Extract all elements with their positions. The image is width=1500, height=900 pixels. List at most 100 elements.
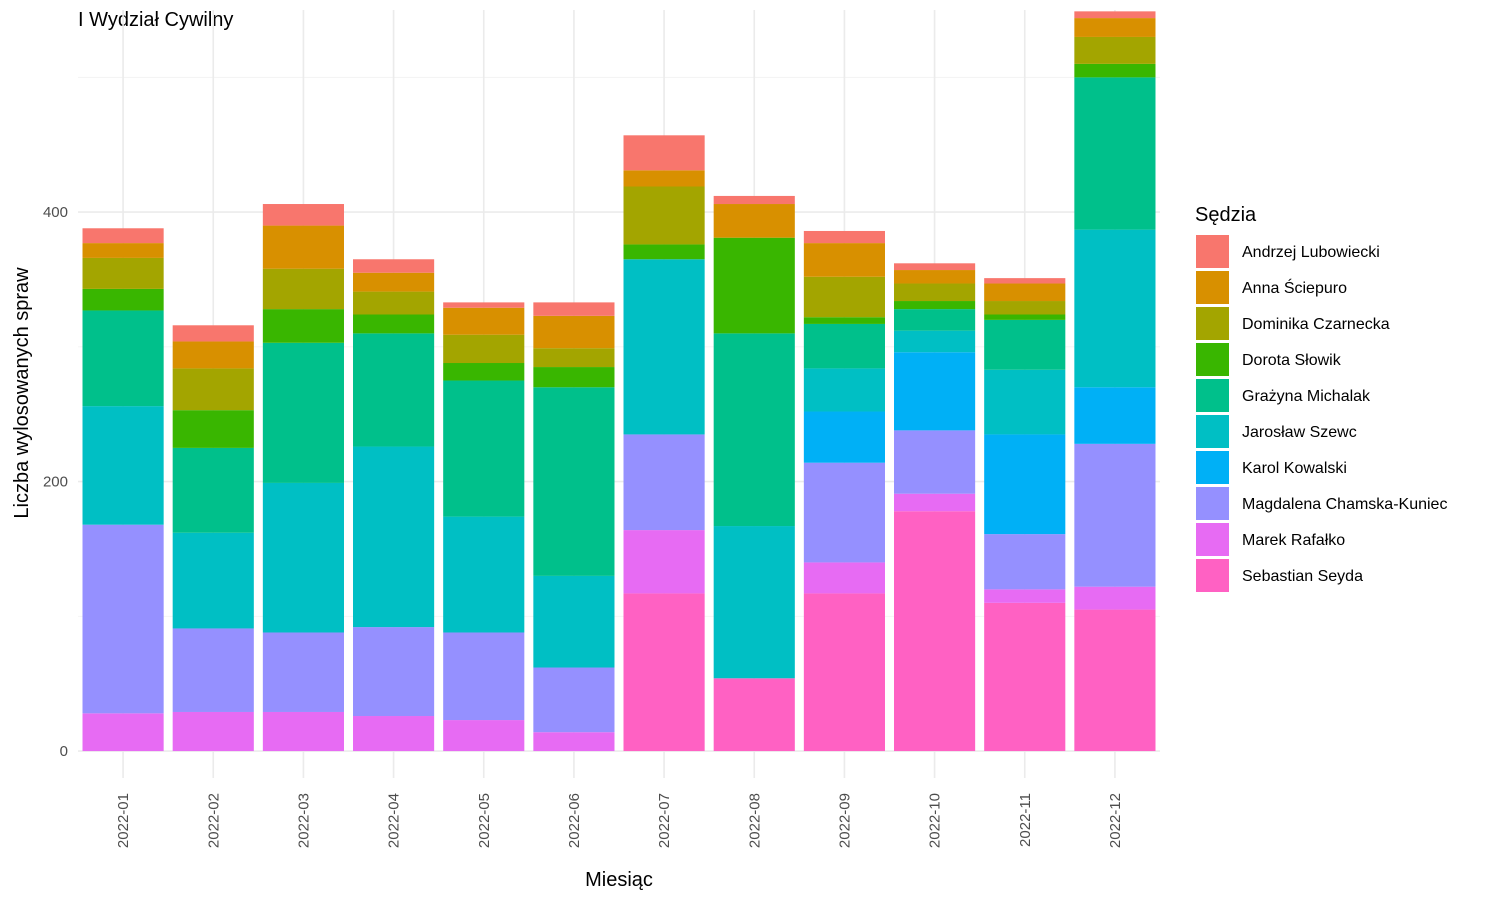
bar-segment [443, 363, 525, 381]
legend-swatch [1196, 415, 1229, 448]
legend-item: Andrzej Lubowiecki [1196, 235, 1380, 268]
bar-segment [803, 276, 885, 318]
bar-segment [984, 319, 1066, 370]
legend-label: Andrzej Lubowiecki [1242, 244, 1380, 261]
bar-segment [353, 272, 435, 292]
bar-segment [803, 368, 885, 412]
bar-segment [894, 511, 976, 752]
legend-item: Grażyna Michalak [1196, 379, 1371, 412]
legend-swatch [1196, 451, 1229, 484]
bar-segment [984, 602, 1066, 752]
bar-segment [262, 632, 344, 712]
legend-label: Sebastian Seyda [1242, 568, 1363, 585]
bar-segment [172, 447, 254, 533]
bar-segment [803, 593, 885, 752]
bar-segment [533, 348, 615, 368]
x-axis-title: Miesiąc [585, 869, 653, 891]
legend-item: Magdalena Chamska-Kuniec [1196, 487, 1447, 520]
bar-segment [262, 342, 344, 483]
bar-segment [353, 314, 435, 334]
bar-segment [82, 288, 164, 311]
bar-segment [443, 632, 525, 721]
bar-segment [894, 283, 976, 302]
bar-segment [353, 291, 435, 315]
bar-segment [1074, 443, 1156, 587]
bar-segment [1074, 229, 1156, 388]
y-tick-label: 200 [43, 474, 68, 491]
y-axis-title: Liczba wylosowanych spraw [11, 267, 33, 519]
bar-segment [623, 135, 705, 171]
bar-segment [894, 270, 976, 284]
bar-segment [533, 302, 615, 316]
x-tick-label: 2022-04 [386, 793, 403, 848]
bar-segment [803, 323, 885, 369]
bar-segment [803, 411, 885, 463]
bar-segment [533, 732, 615, 752]
x-tick-label: 2022-12 [1107, 793, 1124, 848]
x-tick-label: 2022-06 [566, 793, 583, 848]
bar-segment [82, 713, 164, 752]
bar-segment [623, 244, 705, 260]
bar-segment [713, 204, 795, 238]
legend-item: Jarosław Szewc [1196, 415, 1357, 448]
bar-segment [172, 325, 254, 342]
bar-segment [262, 225, 344, 269]
x-axis-ticks: 2022-01 2022-02 2022-03 2022-04 2022-05 2022-… [115, 793, 1124, 848]
x-tick-label: 2022-01 [115, 793, 132, 848]
legend-item: Karol Kowalski [1196, 451, 1347, 484]
bar-segment [443, 380, 525, 517]
legend-label: Dorota Słowik [1242, 352, 1342, 369]
bar-segment [172, 341, 254, 369]
bar-segment [1074, 387, 1156, 444]
bar-segment [894, 330, 976, 353]
legend-item: Dorota Słowik [1196, 343, 1342, 376]
bar-segment [533, 315, 615, 349]
bar-segment [353, 259, 435, 273]
legend-item: Anna Ściepuro [1196, 271, 1347, 304]
bar-segment [1074, 77, 1156, 230]
bar-segment [713, 237, 795, 334]
bar-segment [713, 678, 795, 752]
bar-segment [1074, 609, 1156, 752]
bar-segment [894, 352, 976, 431]
legend-label: Dominika Czarnecka [1242, 316, 1390, 333]
bar-segment [894, 301, 976, 310]
legend-item: Dominika Czarnecka [1196, 307, 1390, 340]
bar-segment [172, 532, 254, 629]
bar-segment [353, 627, 435, 717]
bar-segment [262, 309, 344, 343]
bar-segment [262, 268, 344, 310]
bar-segment [894, 493, 976, 512]
bar-segment [984, 434, 1066, 535]
bar-segment [1074, 11, 1156, 19]
legend-item: Sebastian Seyda [1196, 559, 1363, 592]
bar-segment [623, 434, 705, 531]
bar-segment [623, 530, 705, 594]
bar-segment [894, 263, 976, 271]
legend-swatch [1196, 343, 1229, 376]
bar-segment [1074, 18, 1156, 37]
bar-segment [533, 367, 615, 388]
bar-segment [262, 711, 344, 752]
bar-segment [713, 195, 795, 205]
bar-segment [443, 334, 525, 364]
legend-swatch [1196, 235, 1229, 268]
bar-segment [443, 307, 525, 335]
legend-swatch [1196, 523, 1229, 556]
bar-segment [443, 516, 525, 633]
bar-segment [713, 526, 795, 679]
legend-swatch [1196, 487, 1229, 520]
bar-segment [443, 720, 525, 752]
bar-segment [172, 368, 254, 411]
bar-segment [533, 667, 615, 733]
bar-segment [984, 278, 1066, 284]
bar-segment [82, 310, 164, 407]
legend-label: Karol Kowalski [1242, 460, 1347, 477]
x-tick-label: 2022-07 [656, 793, 673, 848]
legend: Sędzia Andrzej Lubowiecki Anna Ściepuro Do… [1195, 204, 1447, 592]
bar-segment [1074, 586, 1156, 610]
bar-segment [82, 257, 164, 289]
bar-segment [262, 482, 344, 633]
legend-items: Andrzej Lubowiecki Anna Ściepuro Dominika … [1196, 235, 1447, 592]
